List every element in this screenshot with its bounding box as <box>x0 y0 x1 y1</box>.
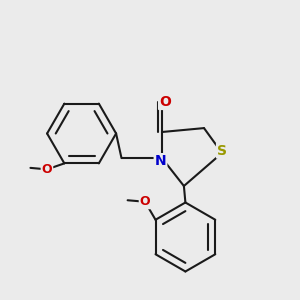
Text: N: N <box>155 154 166 168</box>
Text: O: O <box>42 163 52 176</box>
Text: S: S <box>217 144 227 158</box>
Text: O: O <box>140 195 150 208</box>
Text: O: O <box>159 95 171 109</box>
